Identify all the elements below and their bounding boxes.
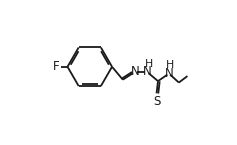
Text: H: H bbox=[166, 60, 174, 70]
Text: S: S bbox=[153, 95, 160, 108]
Text: H: H bbox=[144, 59, 153, 69]
Text: N: N bbox=[143, 65, 152, 78]
Text: N: N bbox=[164, 67, 173, 80]
Text: F: F bbox=[53, 60, 60, 73]
Text: N: N bbox=[131, 65, 139, 78]
